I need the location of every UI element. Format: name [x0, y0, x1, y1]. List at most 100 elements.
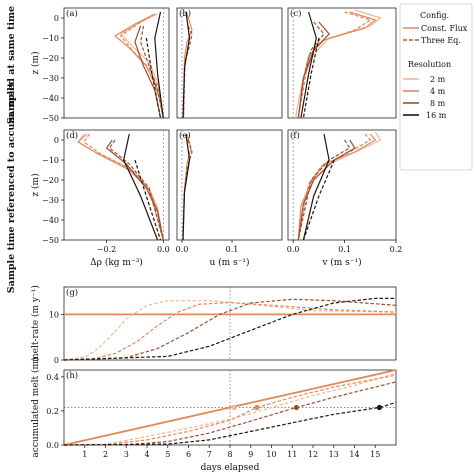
series-line-16m-const-flux: [302, 133, 330, 241]
panel-label: (b): [179, 8, 191, 19]
y-tick-label: 0: [54, 356, 59, 365]
y-tick-label: 0.4: [46, 373, 59, 382]
series-line-4m-three-eq: [297, 133, 372, 241]
panel-label: (g): [66, 287, 78, 298]
y-tick-label: −20: [42, 54, 59, 63]
legend-resolution-title: Resolution: [408, 60, 451, 69]
y-tick-label: −30: [42, 74, 59, 83]
y-tick-label: 0.2: [46, 407, 59, 416]
panel-b: (b): [176, 7, 283, 119]
y-tick-label: −40: [42, 94, 59, 103]
x-tick-label: 2: [103, 450, 108, 459]
series-line-8m-three-eq: [297, 21, 325, 119]
panel-g: (g) 0 10 melt-rate (m y⁻¹): [30, 285, 397, 365]
series-line-16m-const-flux: [182, 133, 191, 241]
series-line-16m-three-eq: [63, 297, 396, 361]
x-tick-label: 0.1: [226, 245, 239, 254]
panel-h: (h)0.00.20.41 2 3 4 5 6 7 8 9 10 11 12 13 14 15accumul…: [30, 357, 397, 473]
x-tick-label: 0.2: [390, 245, 403, 254]
series-line-2m-three-eq: [63, 300, 397, 361]
y-tick-label: 0: [54, 14, 59, 23]
series-line-4m-const-flux: [297, 11, 377, 119]
panel-e: (e) 0.0 0.1 u (m s⁻¹): [176, 129, 283, 268]
y-tick-label: −30: [42, 196, 59, 205]
x-tick-label: −0.2: [97, 245, 116, 254]
x-tick-label: 0.1: [338, 245, 351, 254]
x-axis-label: days elapsed: [201, 463, 260, 473]
panel-f: (f) 0.0 0.1 0.2 v (m s⁻¹): [287, 129, 403, 268]
series-line-4m-const-flux: [297, 133, 377, 241]
series-line-16m-const-flux: [182, 11, 191, 119]
series-line-4m-three-eq: [119, 13, 164, 119]
panel-label: (e): [179, 130, 191, 141]
series-line-8m-three-eq: [139, 25, 164, 119]
x-tick-label: 11: [287, 450, 297, 459]
series-line-4m-const-flux: [63, 369, 397, 446]
x-tick-label: 14: [349, 450, 359, 459]
panel-label: (f): [290, 130, 300, 141]
x-tick-label: 0.0: [157, 245, 170, 254]
legend-const-flux-label: Const. Flux: [421, 24, 468, 33]
y-tick-label: −20: [42, 176, 59, 185]
x-tick-label: 7: [207, 450, 212, 459]
x-tick-label: 10: [266, 450, 276, 459]
legend-three-eq-label: Three Eq.: [421, 36, 461, 45]
x-tick-label: 0.0: [176, 245, 189, 254]
panel-label: (a): [66, 8, 78, 19]
legend-config-title: Config.: [420, 11, 449, 20]
series-line-8m-const-flux: [297, 139, 356, 241]
axes-frame: [287, 7, 397, 119]
series-line-16m-three-eq: [63, 401, 397, 446]
x-tick-label: 12: [308, 450, 318, 459]
panel-label: (c): [290, 8, 301, 19]
x-tick-label: 9: [248, 450, 253, 459]
panel-a: (a) 0 −10 −20 −30 −40 −50 z (m): [30, 7, 170, 123]
series-line-16m-three-eq: [134, 159, 162, 241]
x-tick-label: 6: [186, 450, 191, 459]
x-tick-label: 0.0: [287, 245, 300, 254]
x-axis-label: u (m s⁻¹): [209, 257, 249, 268]
x-axis-label: v (m s⁻¹): [321, 257, 361, 268]
panel-label: (h): [66, 370, 78, 381]
series-line-4m-const-flux: [182, 133, 192, 241]
legend-8m-label: 8 m: [430, 99, 446, 108]
y-tick-label: 10: [49, 310, 59, 319]
x-tick-label: 13: [329, 450, 339, 459]
melt-marker-4m: [254, 404, 260, 411]
series-line-8m-three-eq: [63, 298, 397, 361]
x-tick-label: 1: [82, 450, 87, 459]
axes-frame: [63, 129, 170, 241]
y-axis-label: z (m): [30, 173, 41, 196]
panel-label: (d): [66, 130, 78, 141]
series-line-8m-const-flux: [105, 139, 164, 241]
series-line-4m-const-flux: [77, 133, 164, 241]
series-line-16m-const-flux: [300, 11, 317, 119]
series-line-4m-three-eq: [63, 374, 397, 446]
x-tick-label: 5: [165, 450, 170, 459]
y-axis-label: accumulated melt (m): [30, 357, 41, 457]
row-label-referenced: Sample time referenced to accum. melt: [6, 82, 17, 293]
panel-d: (d) 0 −10 −20 −30 −40 −50 −0.2 0.0 z (m) Δρ (kg m⁻…: [30, 129, 170, 268]
legend-16m-label: 16 m: [426, 111, 447, 120]
series-line-16m-three-eq: [302, 37, 320, 119]
legend: Config. Const. Flux Three Eq. Resolution…: [399, 3, 473, 171]
series-line-2m-const-flux: [295, 9, 382, 119]
melt-marker-16m: [376, 404, 382, 411]
y-tick-label: −10: [42, 34, 59, 43]
melt-marker-8m: [293, 404, 299, 411]
y-tick-label: −50: [42, 114, 59, 123]
series-line-4m-three-eq: [63, 301, 397, 361]
series-line-16m-const-flux: [122, 133, 159, 241]
legend-4m-label: 4 m: [430, 87, 446, 96]
series-line-2m-three-eq: [63, 372, 397, 446]
y-tick-label: 0: [54, 136, 59, 145]
y-tick-label: −40: [42, 216, 59, 225]
series-line-16m-three-eq: [302, 159, 335, 241]
x-tick-label: 8: [227, 450, 232, 459]
y-axis-label: z (m): [30, 51, 41, 74]
axes-frame: [63, 7, 170, 119]
melt-marker-2m: [231, 404, 237, 411]
x-axis-label: Δρ (kg m⁻³): [90, 257, 143, 268]
series-line-16m-const-flux: [154, 11, 164, 119]
